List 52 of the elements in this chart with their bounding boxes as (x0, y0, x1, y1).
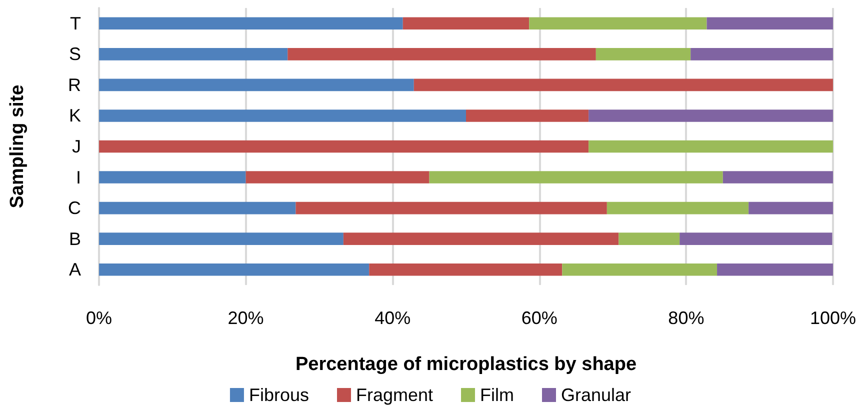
y-tick-label: C (68, 198, 81, 218)
x-tick-label: 20% (228, 308, 264, 328)
bar (588, 110, 833, 122)
bar (99, 202, 296, 214)
legend-label: Fragment (356, 385, 434, 405)
y-tick-label: R (68, 74, 81, 95)
bar (690, 48, 833, 60)
x-tick-label: 60% (521, 308, 558, 328)
bar (99, 110, 466, 122)
bar (706, 17, 833, 30)
y-tick-label: J (72, 136, 81, 156)
y-tick-label: I (76, 167, 81, 188)
legend-label: Film (480, 385, 514, 405)
bar (588, 140, 833, 153)
bar (99, 78, 414, 92)
x-tick-label: 80% (668, 308, 704, 328)
x-axis-title: Percentage of microplastics by shape (295, 354, 637, 375)
bar (414, 78, 833, 92)
bar (606, 202, 749, 214)
bar (99, 140, 589, 153)
bar (466, 110, 589, 122)
bar (296, 202, 607, 214)
bar (402, 17, 530, 30)
bar (722, 171, 833, 184)
bar (596, 48, 691, 60)
y-tick-label: T (70, 13, 81, 34)
x-tick-label: 100% (810, 308, 856, 328)
y-tick-label: S (68, 44, 81, 64)
bar (680, 232, 832, 245)
bar (618, 232, 680, 245)
bar (529, 17, 707, 30)
bar (748, 202, 833, 214)
x-tick-label: 40% (374, 308, 411, 328)
bar (429, 171, 723, 184)
legend-label: Fibrous (248, 385, 309, 405)
y-tick-label: B (68, 228, 81, 249)
bar (562, 263, 718, 276)
y-tick-label: K (68, 106, 81, 126)
bar (246, 171, 430, 184)
legend-label: Granular (561, 385, 632, 405)
bar (99, 17, 403, 30)
bar (369, 263, 562, 276)
bar (99, 48, 288, 60)
bar (99, 232, 344, 245)
y-axis-title: Sampling site (7, 84, 28, 208)
bar (343, 232, 619, 245)
bar (717, 263, 833, 276)
x-tick-label: 0% (86, 308, 112, 328)
bar (288, 48, 596, 60)
bar (99, 263, 370, 276)
bar (99, 171, 246, 184)
y-tick-label: A (68, 260, 81, 280)
